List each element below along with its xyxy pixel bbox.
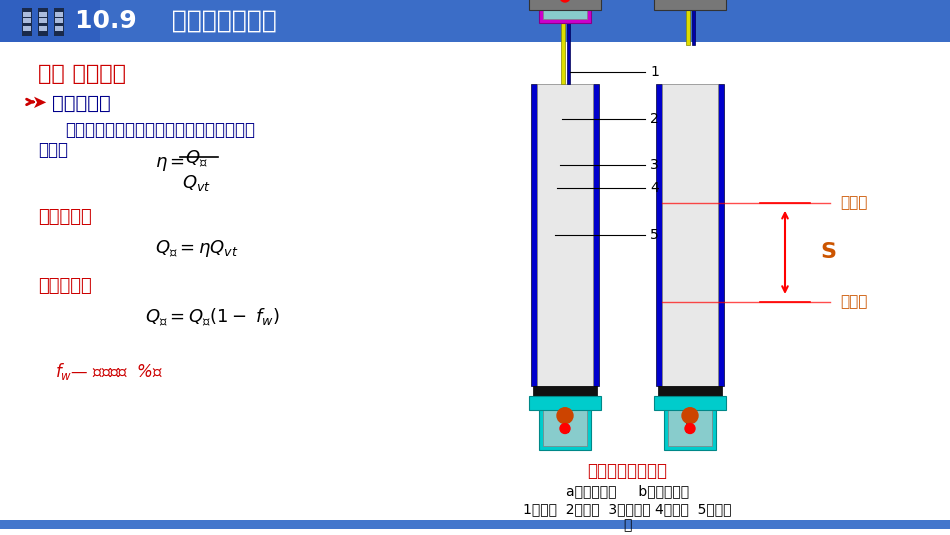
Text: 抽油泵泵效: 抽油泵泵效 (52, 94, 111, 113)
Bar (54, 8, 64, 36)
Bar (668, 410, 712, 446)
Bar (654, 0, 726, 10)
Bar (55, 18, 63, 23)
Circle shape (560, 424, 570, 433)
Bar (39, 18, 47, 23)
Text: b: b (685, 421, 694, 435)
Bar (39, 26, 47, 30)
Bar (100, 0, 950, 42)
Bar (0, 519, 950, 530)
Text: $Q_{实}=\eta Q_{vt}$: $Q_{实}=\eta Q_{vt}$ (155, 238, 238, 258)
Bar (543, 0, 587, 19)
Circle shape (682, 408, 698, 424)
Text: ➤: ➤ (32, 94, 48, 112)
Text: 上死点: 上死点 (840, 195, 867, 210)
Text: 3: 3 (650, 158, 658, 172)
Text: 5: 5 (650, 227, 658, 241)
Bar (55, 26, 63, 30)
Bar (529, 396, 601, 410)
Bar (692, 5, 695, 44)
Text: 一、 相关概念: 一、 相关概念 (38, 64, 126, 85)
Text: S: S (820, 242, 836, 262)
Bar (543, 410, 587, 446)
Text: 阀: 阀 (623, 518, 632, 532)
Bar (539, 0, 591, 23)
Bar (23, 18, 31, 23)
Bar (23, 12, 31, 17)
Text: 实际产液量: 实际产液量 (38, 208, 92, 226)
Text: $Q_{油}=Q_{实}(1-\ f_{w})$: $Q_{油}=Q_{实}(1-\ f_{w})$ (145, 307, 280, 328)
Text: 实际产油量: 实际产油量 (38, 277, 92, 295)
Bar (654, 396, 726, 410)
Text: $\eta=$: $\eta=$ (155, 155, 185, 173)
Bar (718, 84, 724, 386)
Bar (23, 26, 31, 30)
Text: a－柱塞上行     b－柱塞下行: a－柱塞上行 b－柱塞下行 (566, 484, 689, 498)
Text: 抽油井的实际产液量与抽油泵的理论排量的: 抽油井的实际产液量与抽油泵的理论排量的 (65, 121, 255, 139)
Bar (55, 12, 63, 17)
Bar (38, 8, 48, 36)
Text: 4: 4 (650, 181, 658, 195)
Bar (537, 84, 593, 386)
Bar (593, 84, 599, 386)
Text: $f_{w}$— 含水率，  %。: $f_{w}$— 含水率， %。 (55, 361, 163, 382)
Bar (664, 406, 716, 450)
Bar (539, 406, 591, 450)
Bar (531, 84, 537, 386)
Circle shape (557, 408, 573, 424)
Bar (533, 386, 597, 398)
Circle shape (685, 424, 695, 433)
Text: 10.9    泵效分析与计算: 10.9 泵效分析与计算 (75, 9, 276, 33)
Text: $Q_{实}$: $Q_{实}$ (185, 148, 208, 169)
Text: 下死点: 下死点 (840, 294, 867, 309)
Bar (567, 5, 570, 84)
Bar (662, 84, 718, 386)
Bar (22, 8, 32, 36)
Text: 1: 1 (650, 65, 659, 79)
Text: a: a (560, 421, 570, 435)
Bar (658, 386, 722, 398)
Bar (686, 5, 690, 44)
Text: 1－拉杆  2－泵筒  3－游动阀 4－柱塞  5－固定: 1－拉杆 2－泵筒 3－游动阀 4－柱塞 5－固定 (523, 502, 732, 516)
Bar (656, 84, 662, 386)
Circle shape (560, 0, 570, 2)
Bar (560, 5, 564, 84)
Bar (39, 12, 47, 17)
Text: $Q_{vt}$: $Q_{vt}$ (182, 173, 211, 193)
Text: 抽油泵工作原理图: 抽油泵工作原理图 (587, 462, 668, 480)
Bar (529, 0, 601, 10)
Text: 2: 2 (650, 112, 658, 126)
Text: 比值。: 比值。 (38, 141, 68, 158)
Bar (0, 0, 950, 42)
